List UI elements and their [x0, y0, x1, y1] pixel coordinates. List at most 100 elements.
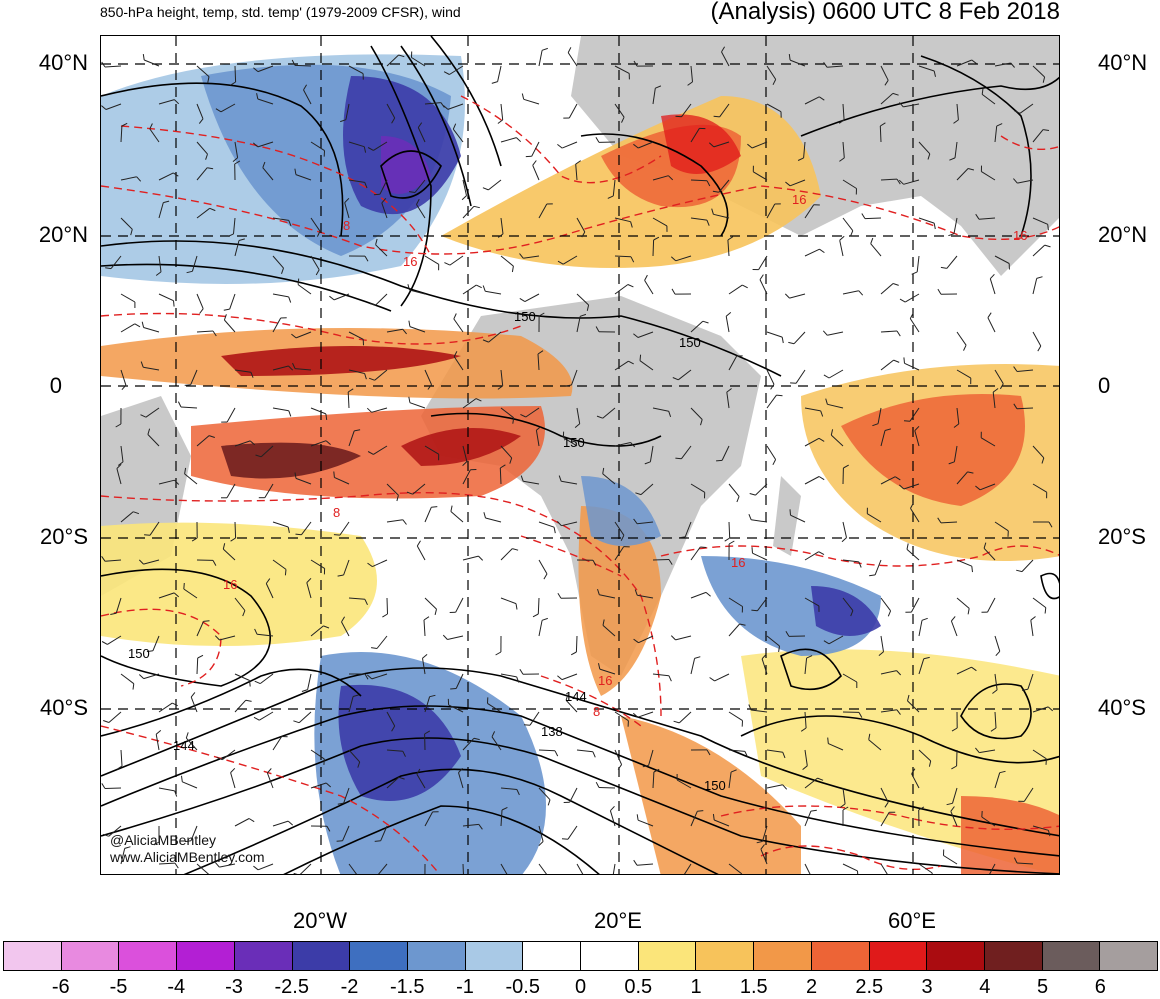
wind-barb	[759, 279, 768, 295]
wind-barb	[344, 202, 350, 219]
wind-barb-flag	[199, 308, 204, 314]
wind-barb-flag	[630, 256, 635, 263]
wind-barb-flag	[297, 278, 300, 285]
wind-barb-flag	[452, 123, 457, 130]
wind-barb	[567, 52, 578, 67]
wind-barb-flag	[520, 475, 524, 482]
wind-barb	[725, 316, 730, 333]
wind-barb	[348, 696, 354, 713]
wind-barb-flag	[841, 537, 847, 543]
wind-barb	[804, 658, 808, 675]
wind-barb-flag	[134, 323, 141, 328]
wind-barb	[499, 467, 502, 485]
wind-barb-flag	[497, 385, 503, 390]
wind-barb	[411, 57, 426, 67]
wind-barb	[755, 483, 768, 496]
colorbar-swatch	[581, 942, 639, 970]
wind-barb-flag	[424, 730, 431, 735]
wind-barb	[488, 331, 502, 343]
wind-barb-flag	[580, 313, 587, 317]
wind-barb-flag	[462, 461, 468, 467]
wind-barb	[842, 787, 846, 804]
wind-barb	[842, 521, 847, 538]
wind-barb	[295, 331, 312, 339]
wind-barb-flag	[121, 384, 127, 391]
wind-barb	[880, 635, 884, 652]
wind-barb	[416, 545, 426, 561]
wind-barb-flag	[785, 630, 790, 637]
wind-barb	[120, 749, 123, 767]
wind-barb-flag	[760, 844, 765, 850]
wind-barb	[676, 779, 692, 789]
wind-barb	[104, 787, 122, 789]
wind-barb-flag	[369, 303, 376, 306]
wind-barb	[158, 787, 175, 792]
wind-barb-flag	[668, 559, 673, 565]
wind-barb	[690, 320, 704, 333]
wind-barb-flag	[295, 533, 302, 536]
wind-barb-flag	[163, 200, 170, 204]
wind-barb-flag	[281, 267, 284, 274]
wind-barb-flag	[937, 288, 942, 295]
wind-barb-flag	[177, 401, 182, 408]
wind-barb	[462, 555, 479, 561]
wind-barb-flag	[364, 599, 368, 606]
wind-barb	[793, 331, 806, 345]
wind-barb	[257, 633, 274, 637]
wind-barb	[918, 217, 935, 224]
wind-barb	[452, 128, 464, 143]
wind-barb	[637, 331, 654, 338]
temp-label: 16	[223, 577, 237, 592]
wind-barb-flag	[333, 471, 335, 478]
wind-barb	[348, 179, 365, 183]
wind-barb-flag	[344, 197, 350, 203]
wind-barb-flag	[778, 645, 780, 652]
wind-barb-flag	[670, 256, 677, 262]
wind-barb	[766, 103, 782, 113]
wind-barb	[867, 513, 882, 523]
wind-barb-flag	[207, 76, 210, 83]
wind-barb-flag	[802, 765, 808, 770]
wind-barb	[1032, 483, 1047, 493]
wind-barb-flag	[366, 674, 373, 680]
wind-barb	[538, 825, 544, 842]
wind-barb	[416, 773, 426, 789]
wind-barb-flag	[557, 144, 563, 149]
wind-barb	[310, 559, 325, 569]
wind-barb-flag	[337, 802, 344, 805]
wind-barb	[953, 445, 958, 462]
wind-barb-flag	[898, 179, 904, 185]
wind-barb	[827, 331, 844, 336]
wind-barb	[386, 711, 396, 727]
wind-barb	[424, 369, 432, 385]
wind-barb-flag	[354, 429, 361, 432]
wind-barb-flag	[937, 517, 942, 524]
wind-barb-flag	[702, 320, 709, 324]
wind-barb	[842, 863, 858, 872]
wind-barb	[500, 369, 504, 386]
wind-barb-flag	[136, 176, 142, 182]
wind-barb	[864, 217, 882, 220]
wind-barb	[956, 666, 972, 675]
wind-barb-flag	[101, 783, 106, 789]
wind-barb	[185, 737, 198, 751]
wind-barb-flag	[482, 187, 489, 191]
wind-barb	[537, 597, 540, 615]
wind-barb	[918, 65, 935, 72]
wind-barb-flag	[478, 824, 483, 830]
wind-barb	[272, 317, 282, 333]
wind-barb	[158, 99, 175, 105]
lat-label-left: 0	[49, 373, 62, 398]
wind-barb	[874, 559, 882, 576]
wind-barb-flag	[409, 191, 416, 193]
wind-barb	[152, 635, 160, 651]
wind-barb	[649, 445, 654, 462]
colorbar-tick-label: 0	[574, 976, 587, 998]
wind-barb	[417, 127, 426, 143]
wind-barb-flag	[364, 255, 369, 262]
colorbar-swatch	[350, 942, 408, 970]
wind-barb-flag	[785, 181, 791, 187]
colorbar-swatch	[984, 942, 1043, 970]
wind-barb-flag	[250, 372, 254, 378]
wind-barb-flag	[574, 423, 581, 428]
